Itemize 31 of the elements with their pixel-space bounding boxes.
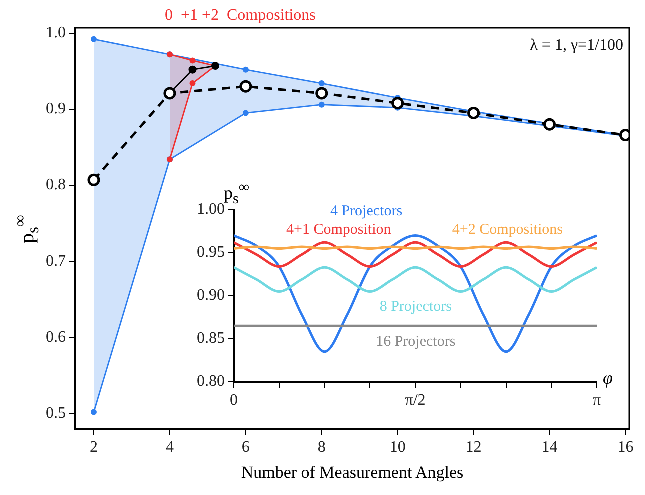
y-tick-label: 0.95 bbox=[197, 244, 225, 262]
y-tick-label: 0.90 bbox=[197, 287, 225, 304]
y-tick-label: 0.80 bbox=[197, 373, 225, 390]
x-tick-label: 14 bbox=[542, 438, 558, 456]
y-tick-label: 0.7 bbox=[46, 252, 66, 270]
x-tick-label: 6 bbox=[242, 438, 250, 456]
x-tick-label: 2 bbox=[90, 438, 98, 456]
y-tick-label: 0.6 bbox=[46, 328, 66, 346]
x-tick-label: 4 bbox=[166, 438, 174, 456]
y-tick-label: 1.00 bbox=[197, 201, 225, 218]
y-tick-label: 0.5 bbox=[46, 404, 66, 422]
y-tick-label: 1.0 bbox=[46, 24, 66, 42]
y-tick-label: 0.8 bbox=[46, 176, 66, 194]
x-tick-label: π/2 bbox=[405, 392, 426, 409]
y-tick-label: 0.85 bbox=[197, 330, 225, 348]
x-axis-title: φ bbox=[603, 368, 613, 389]
series-label: 4 Projectors bbox=[330, 204, 403, 220]
x-tick-label: 10 bbox=[390, 438, 406, 456]
series-label: 4+2 Compositions bbox=[452, 222, 564, 238]
series-label: 4+1 Composition bbox=[286, 222, 392, 238]
y-tick-label: 0.9 bbox=[46, 100, 66, 118]
annotation: λ = 1, γ=1/100 bbox=[530, 37, 624, 54]
x-tick-label: 0 bbox=[230, 392, 238, 409]
x-tick-label: 8 bbox=[318, 438, 326, 456]
series-label: 8 Projectors bbox=[380, 298, 452, 315]
x-tick-label: π bbox=[592, 392, 602, 409]
x-axis-title: Number of Measurement Angles bbox=[240, 463, 465, 483]
x-tick-label: 16 bbox=[618, 438, 634, 456]
series-label: 16 Projectors bbox=[376, 334, 456, 350]
x-tick-label: 12 bbox=[466, 438, 482, 456]
text: 0 +1 +2 Compositions bbox=[164, 7, 316, 24]
